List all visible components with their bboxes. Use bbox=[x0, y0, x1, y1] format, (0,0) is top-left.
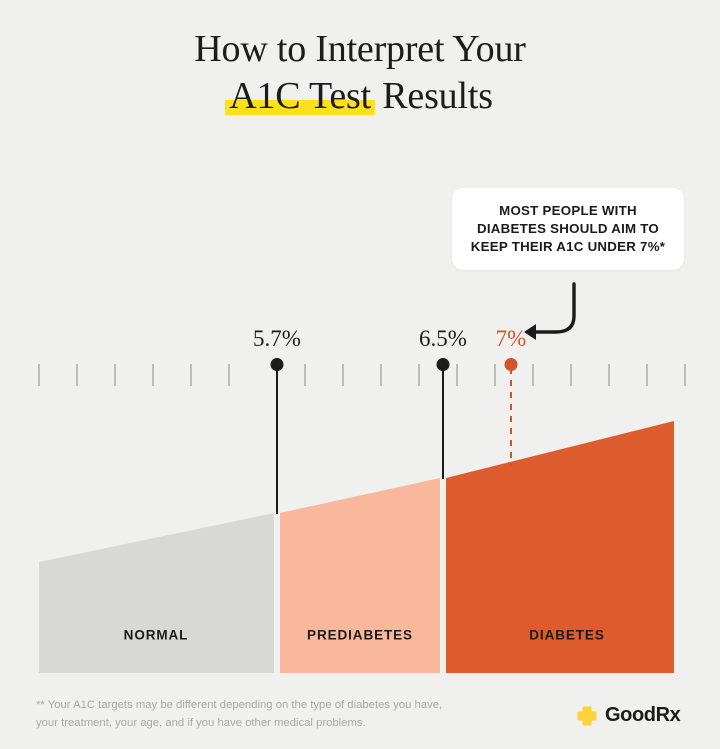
ruler-tick bbox=[570, 364, 572, 386]
ruler-tick bbox=[380, 364, 382, 386]
marker-stem-7 bbox=[510, 368, 512, 466]
footnote-line-1: ** Your A1C targets may be different dep… bbox=[36, 699, 443, 711]
page-title: How to Interpret Your A1C Test Results bbox=[0, 28, 720, 117]
ruler-tick bbox=[456, 364, 458, 386]
title-highlight: A1C Test bbox=[225, 74, 375, 117]
marker-label-57: 5.7% bbox=[253, 326, 301, 351]
marker-pin-65 bbox=[436, 358, 450, 371]
ruler-tick bbox=[494, 364, 496, 386]
logo-text: GoodRx bbox=[605, 704, 681, 726]
ruler-tick bbox=[38, 364, 40, 386]
ruler-tick bbox=[608, 364, 610, 386]
ruler-tick bbox=[228, 364, 230, 386]
marker-stem-57 bbox=[276, 368, 278, 515]
ruler-tick bbox=[684, 364, 686, 386]
band-label-diabetes: DIABETES bbox=[529, 627, 605, 643]
band-label-prediabetes: PREDIABETES bbox=[307, 627, 413, 643]
curved-arrow-left-icon bbox=[524, 282, 576, 340]
title-line-2: A1C Test Results bbox=[0, 75, 720, 118]
chart-band-prediabetes bbox=[280, 478, 440, 673]
plus-icon bbox=[577, 705, 597, 726]
ruler-tick bbox=[114, 364, 116, 386]
ruler-tick bbox=[76, 364, 78, 386]
ruler-tick bbox=[646, 364, 648, 386]
marker-pin-7 bbox=[504, 358, 518, 371]
ruler-tick bbox=[418, 364, 420, 386]
ruler-tick bbox=[342, 364, 344, 386]
title-line-2-rest: Results bbox=[372, 74, 493, 117]
title-line-1: How to Interpret Your bbox=[194, 28, 526, 70]
footnote-line-2: your treatment, your age, and if you hav… bbox=[36, 716, 366, 729]
ruler-tick bbox=[304, 364, 306, 386]
goodrx-logo: GoodRx bbox=[576, 704, 681, 727]
ruler-tick bbox=[152, 364, 154, 386]
footnote: ** Your A1C targets may be different dep… bbox=[36, 697, 516, 732]
marker-stem-65 bbox=[442, 368, 444, 480]
callout-box: MOST PEOPLE WITH DIABETES SHOULD AIM TO … bbox=[452, 188, 684, 271]
marker-label-7: 7% bbox=[495, 326, 527, 351]
ruler-tick bbox=[532, 364, 534, 386]
chart-band-normal bbox=[39, 513, 274, 673]
ruler bbox=[0, 362, 720, 388]
band-label-normal: NORMAL bbox=[123, 627, 189, 643]
marker-pin-57 bbox=[270, 358, 284, 371]
marker-label-65: 6.5% bbox=[419, 326, 467, 351]
ruler-tick bbox=[190, 364, 192, 386]
